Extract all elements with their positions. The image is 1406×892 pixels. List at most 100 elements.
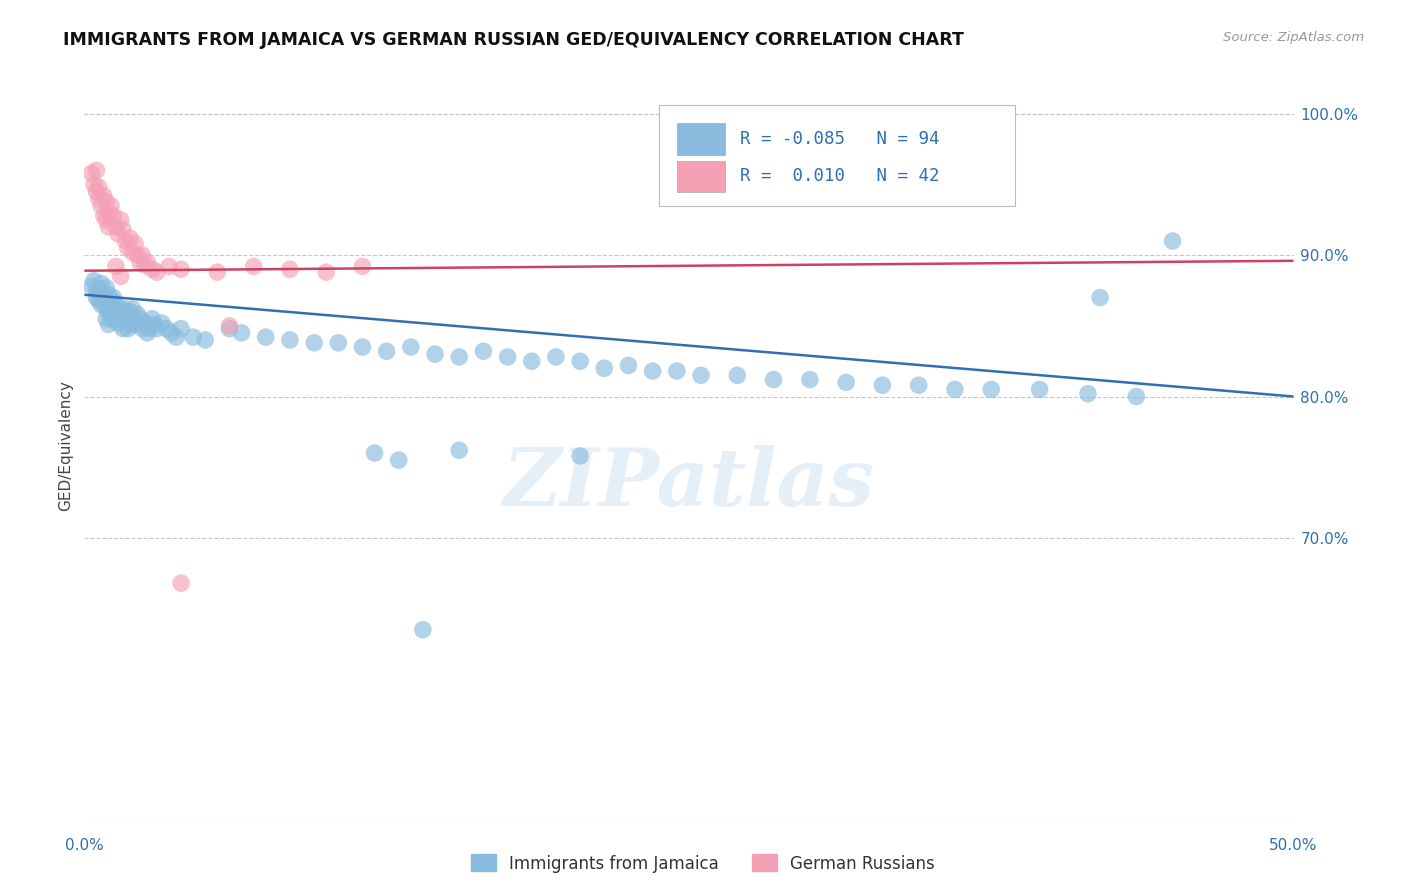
Point <box>131 321 153 335</box>
Point <box>617 359 640 373</box>
Point <box>1161 234 1184 248</box>
Point <box>399 340 422 354</box>
Point <box>104 308 127 322</box>
Point <box>97 287 120 301</box>
Point <box>907 378 929 392</box>
Point <box>87 282 110 296</box>
Point <box>138 321 160 335</box>
Point <box>980 383 1002 397</box>
Point <box>93 289 115 303</box>
Point <box>86 291 108 305</box>
Point <box>1125 390 1147 404</box>
Point <box>218 321 240 335</box>
Point <box>124 318 146 332</box>
Point <box>170 321 193 335</box>
Point <box>90 298 112 312</box>
Point <box>181 330 204 344</box>
Point <box>496 350 519 364</box>
Point <box>104 219 127 234</box>
Point <box>103 301 125 316</box>
Point <box>207 265 229 279</box>
Point <box>93 292 115 306</box>
Point <box>762 373 785 387</box>
Point <box>110 269 132 284</box>
Point <box>665 364 688 378</box>
Point <box>136 255 159 269</box>
Point <box>100 308 122 322</box>
Point <box>107 304 129 318</box>
Point <box>146 321 169 335</box>
Point <box>143 318 166 332</box>
Point <box>110 212 132 227</box>
Point <box>141 311 163 326</box>
Point <box>107 316 129 330</box>
Point <box>278 262 301 277</box>
Point <box>134 258 156 272</box>
Point <box>93 188 115 202</box>
Point <box>114 313 136 327</box>
Point <box>160 326 183 340</box>
Point <box>80 166 103 180</box>
Point <box>218 318 240 333</box>
Point <box>86 185 108 199</box>
Point <box>90 286 112 301</box>
Point <box>569 354 592 368</box>
Point <box>872 378 894 392</box>
Point <box>472 344 495 359</box>
Point <box>690 368 713 383</box>
Text: R =  0.010   N = 42: R = 0.010 N = 42 <box>740 168 939 186</box>
Point <box>165 330 187 344</box>
Legend: Immigrants from Jamaica, German Russians: Immigrants from Jamaica, German Russians <box>464 847 942 880</box>
Point <box>150 316 173 330</box>
Point <box>100 199 122 213</box>
Point <box>127 308 149 322</box>
Point <box>129 311 152 326</box>
Point <box>97 304 120 318</box>
Point <box>423 347 446 361</box>
Point <box>121 311 143 326</box>
Text: Source: ZipAtlas.com: Source: ZipAtlas.com <box>1223 31 1364 45</box>
Text: 50.0%: 50.0% <box>1270 838 1317 853</box>
Point <box>112 308 135 322</box>
Point <box>103 291 125 305</box>
Point <box>104 296 127 310</box>
Point <box>114 301 136 316</box>
Point <box>110 311 132 326</box>
Point <box>87 180 110 194</box>
Point <box>302 335 325 350</box>
Point <box>943 383 966 397</box>
Bar <box>676 123 725 154</box>
Point <box>117 310 139 325</box>
Point <box>799 373 821 387</box>
Text: R = -0.085   N = 94: R = -0.085 N = 94 <box>740 130 939 148</box>
Y-axis label: GED/Equivalency: GED/Equivalency <box>58 381 73 511</box>
Point <box>93 209 115 223</box>
Point <box>120 304 142 318</box>
Point <box>103 209 125 223</box>
Point <box>449 350 471 364</box>
Point <box>520 354 543 368</box>
Point <box>107 227 129 241</box>
Point <box>363 446 385 460</box>
Point <box>94 212 117 227</box>
Point <box>90 277 112 291</box>
Point <box>375 344 398 359</box>
Point <box>121 301 143 316</box>
Point <box>83 274 105 288</box>
Point <box>242 260 264 274</box>
Point <box>120 231 142 245</box>
Point <box>157 260 180 274</box>
Point <box>278 333 301 347</box>
Point <box>315 265 337 279</box>
FancyBboxPatch shape <box>659 105 1015 206</box>
Text: ZIPatlas: ZIPatlas <box>503 445 875 522</box>
Point <box>97 318 120 332</box>
Point <box>388 453 411 467</box>
Point <box>114 234 136 248</box>
Point <box>104 260 127 274</box>
Point <box>112 321 135 335</box>
Point <box>103 313 125 327</box>
Point <box>124 236 146 251</box>
Point <box>352 340 374 354</box>
Bar <box>676 161 725 192</box>
